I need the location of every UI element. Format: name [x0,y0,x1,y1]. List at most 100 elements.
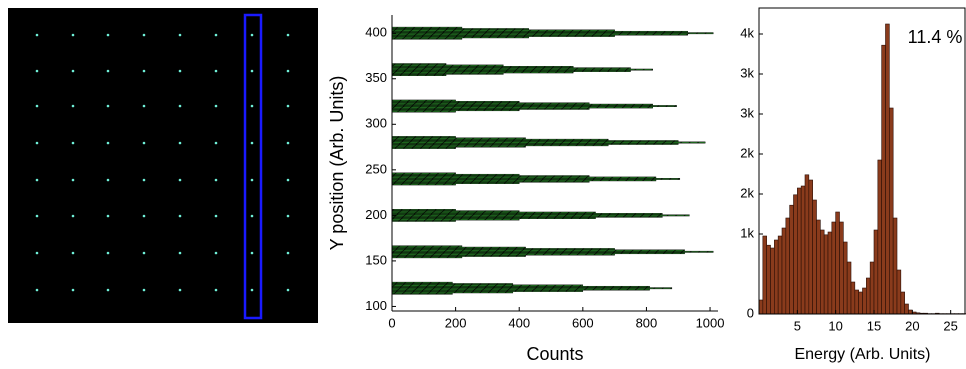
spot [215,105,218,108]
bar [786,218,790,314]
bar [901,292,905,314]
spot [287,179,290,182]
bar [392,282,452,283]
bar [392,212,596,213]
bar [392,290,583,291]
bar [836,212,840,314]
bar [392,143,678,144]
bar [392,219,519,220]
bar [759,300,763,314]
bar [897,270,901,314]
bar [392,286,650,287]
bar [392,73,503,74]
spot [36,105,39,108]
bar [392,100,456,101]
spot [179,252,182,255]
detector-image [8,8,318,323]
spot [215,70,218,73]
spot [72,34,75,37]
bar [863,288,867,314]
bar [392,173,456,174]
spot [287,34,290,37]
spot [107,34,110,37]
bar [870,262,874,314]
spot [287,105,290,108]
bar [392,213,662,214]
bar [392,293,452,294]
spot [215,179,218,182]
bar [392,251,713,252]
spot [287,142,290,145]
spot [107,70,110,73]
bar [392,66,573,67]
spot [215,34,218,37]
bar [851,282,855,314]
y-tick-label: 300 [365,116,387,131]
bar [392,182,519,183]
bar [392,254,615,255]
bar [392,252,685,253]
spot [36,215,39,218]
bar [392,101,519,102]
x-tick-label: 0 [388,315,395,330]
bar [392,217,596,218]
y-tick-label: 350 [365,70,387,85]
bar [859,292,863,314]
spot [36,289,39,292]
bar [847,262,851,314]
bar [889,108,893,314]
spot [72,252,75,255]
x-tick-label: 5 [794,318,801,333]
bar [392,30,615,31]
bar [392,74,446,75]
bar [893,218,897,314]
bar [392,176,589,177]
spot [179,215,182,218]
spot [107,142,110,145]
bar [392,246,462,247]
bar [392,146,526,147]
bar [817,220,821,314]
x-tick-label: 15 [867,318,881,333]
spot [143,179,146,182]
spot [287,252,290,255]
bar [855,290,859,314]
spot [143,70,146,73]
bar [392,180,656,181]
bar [392,28,529,29]
bar [392,147,456,148]
x-tick-label: 200 [445,315,467,330]
bar [392,288,672,289]
y-tick-label: 100 [365,298,387,313]
bar [392,108,589,109]
x-tick-label: 600 [572,315,594,330]
bar [392,37,529,38]
bar [392,109,519,110]
x-tick-label: 400 [508,315,530,330]
bar [813,200,817,314]
spot [251,142,254,145]
x-tick-label: 800 [636,315,658,330]
bar [790,205,794,314]
annotation: 11.4 % [908,27,963,47]
bar [828,232,832,314]
spot [107,215,110,218]
spot [287,70,290,73]
spot [107,252,110,255]
bar [392,65,503,66]
bar [820,230,824,314]
spot [251,179,254,182]
bar [392,104,653,105]
spot [215,142,218,145]
bar [392,177,656,178]
bar [392,211,519,212]
spot [72,179,75,182]
bar [392,136,456,137]
spot [251,34,254,37]
bar [392,248,615,249]
spot [107,179,110,182]
spot [179,105,182,108]
spot [36,252,39,255]
y-axis-label: Y position (Arb. Units) [327,76,347,251]
bar [392,250,685,251]
